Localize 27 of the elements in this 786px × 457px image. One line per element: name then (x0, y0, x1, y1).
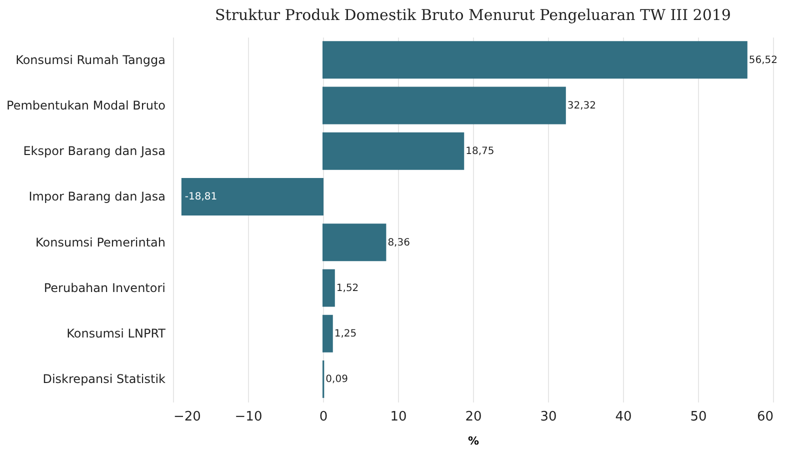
x-tick-label: 30 (540, 410, 557, 424)
chart-title: Struktur Produk Domestik Bruto Menurut Pengeluaran TW III 2019 (215, 6, 731, 24)
data-label: 1,25 (334, 328, 357, 340)
x-tick-label: 50 (690, 410, 707, 424)
y-tick-label: Ekspor Barang dan Jasa (23, 144, 166, 158)
x-tick-label: 0 (319, 410, 328, 424)
data-label: -18,81 (184, 192, 218, 203)
x-tick-label: 20 (465, 410, 482, 424)
y-tick-label: Perubahan Inventori (44, 280, 166, 295)
data-label: 1,52 (336, 282, 359, 294)
y-tick-label: Pembentukan Modal Bruto (6, 98, 166, 112)
x-axis-title: % (468, 434, 480, 448)
y-tick-label: Diskrepansi Statistik (42, 372, 166, 386)
y-tick-label: Konsumsi Pemerintah (36, 235, 166, 250)
y-tick-label: Konsumsi Rumah Tangga (16, 52, 166, 67)
x-tick-label: 10 (390, 410, 407, 424)
y-tick-label: Impor Barang dan Jasa (28, 190, 166, 204)
x-tick-label: −10 (234, 410, 262, 424)
x-tick-label: −20 (174, 410, 201, 424)
data-label: 0,09 (326, 374, 348, 386)
x-tick-label: 40 (615, 410, 632, 424)
data-label: 8,36 (388, 237, 410, 248)
data-label: 18,75 (466, 146, 494, 158)
y-tick-label: Konsumsi LNPRT (66, 326, 166, 341)
data-label: 56,52 (748, 54, 778, 66)
data-label: 32,32 (567, 100, 596, 112)
x-tick-label: 60 (756, 410, 774, 424)
